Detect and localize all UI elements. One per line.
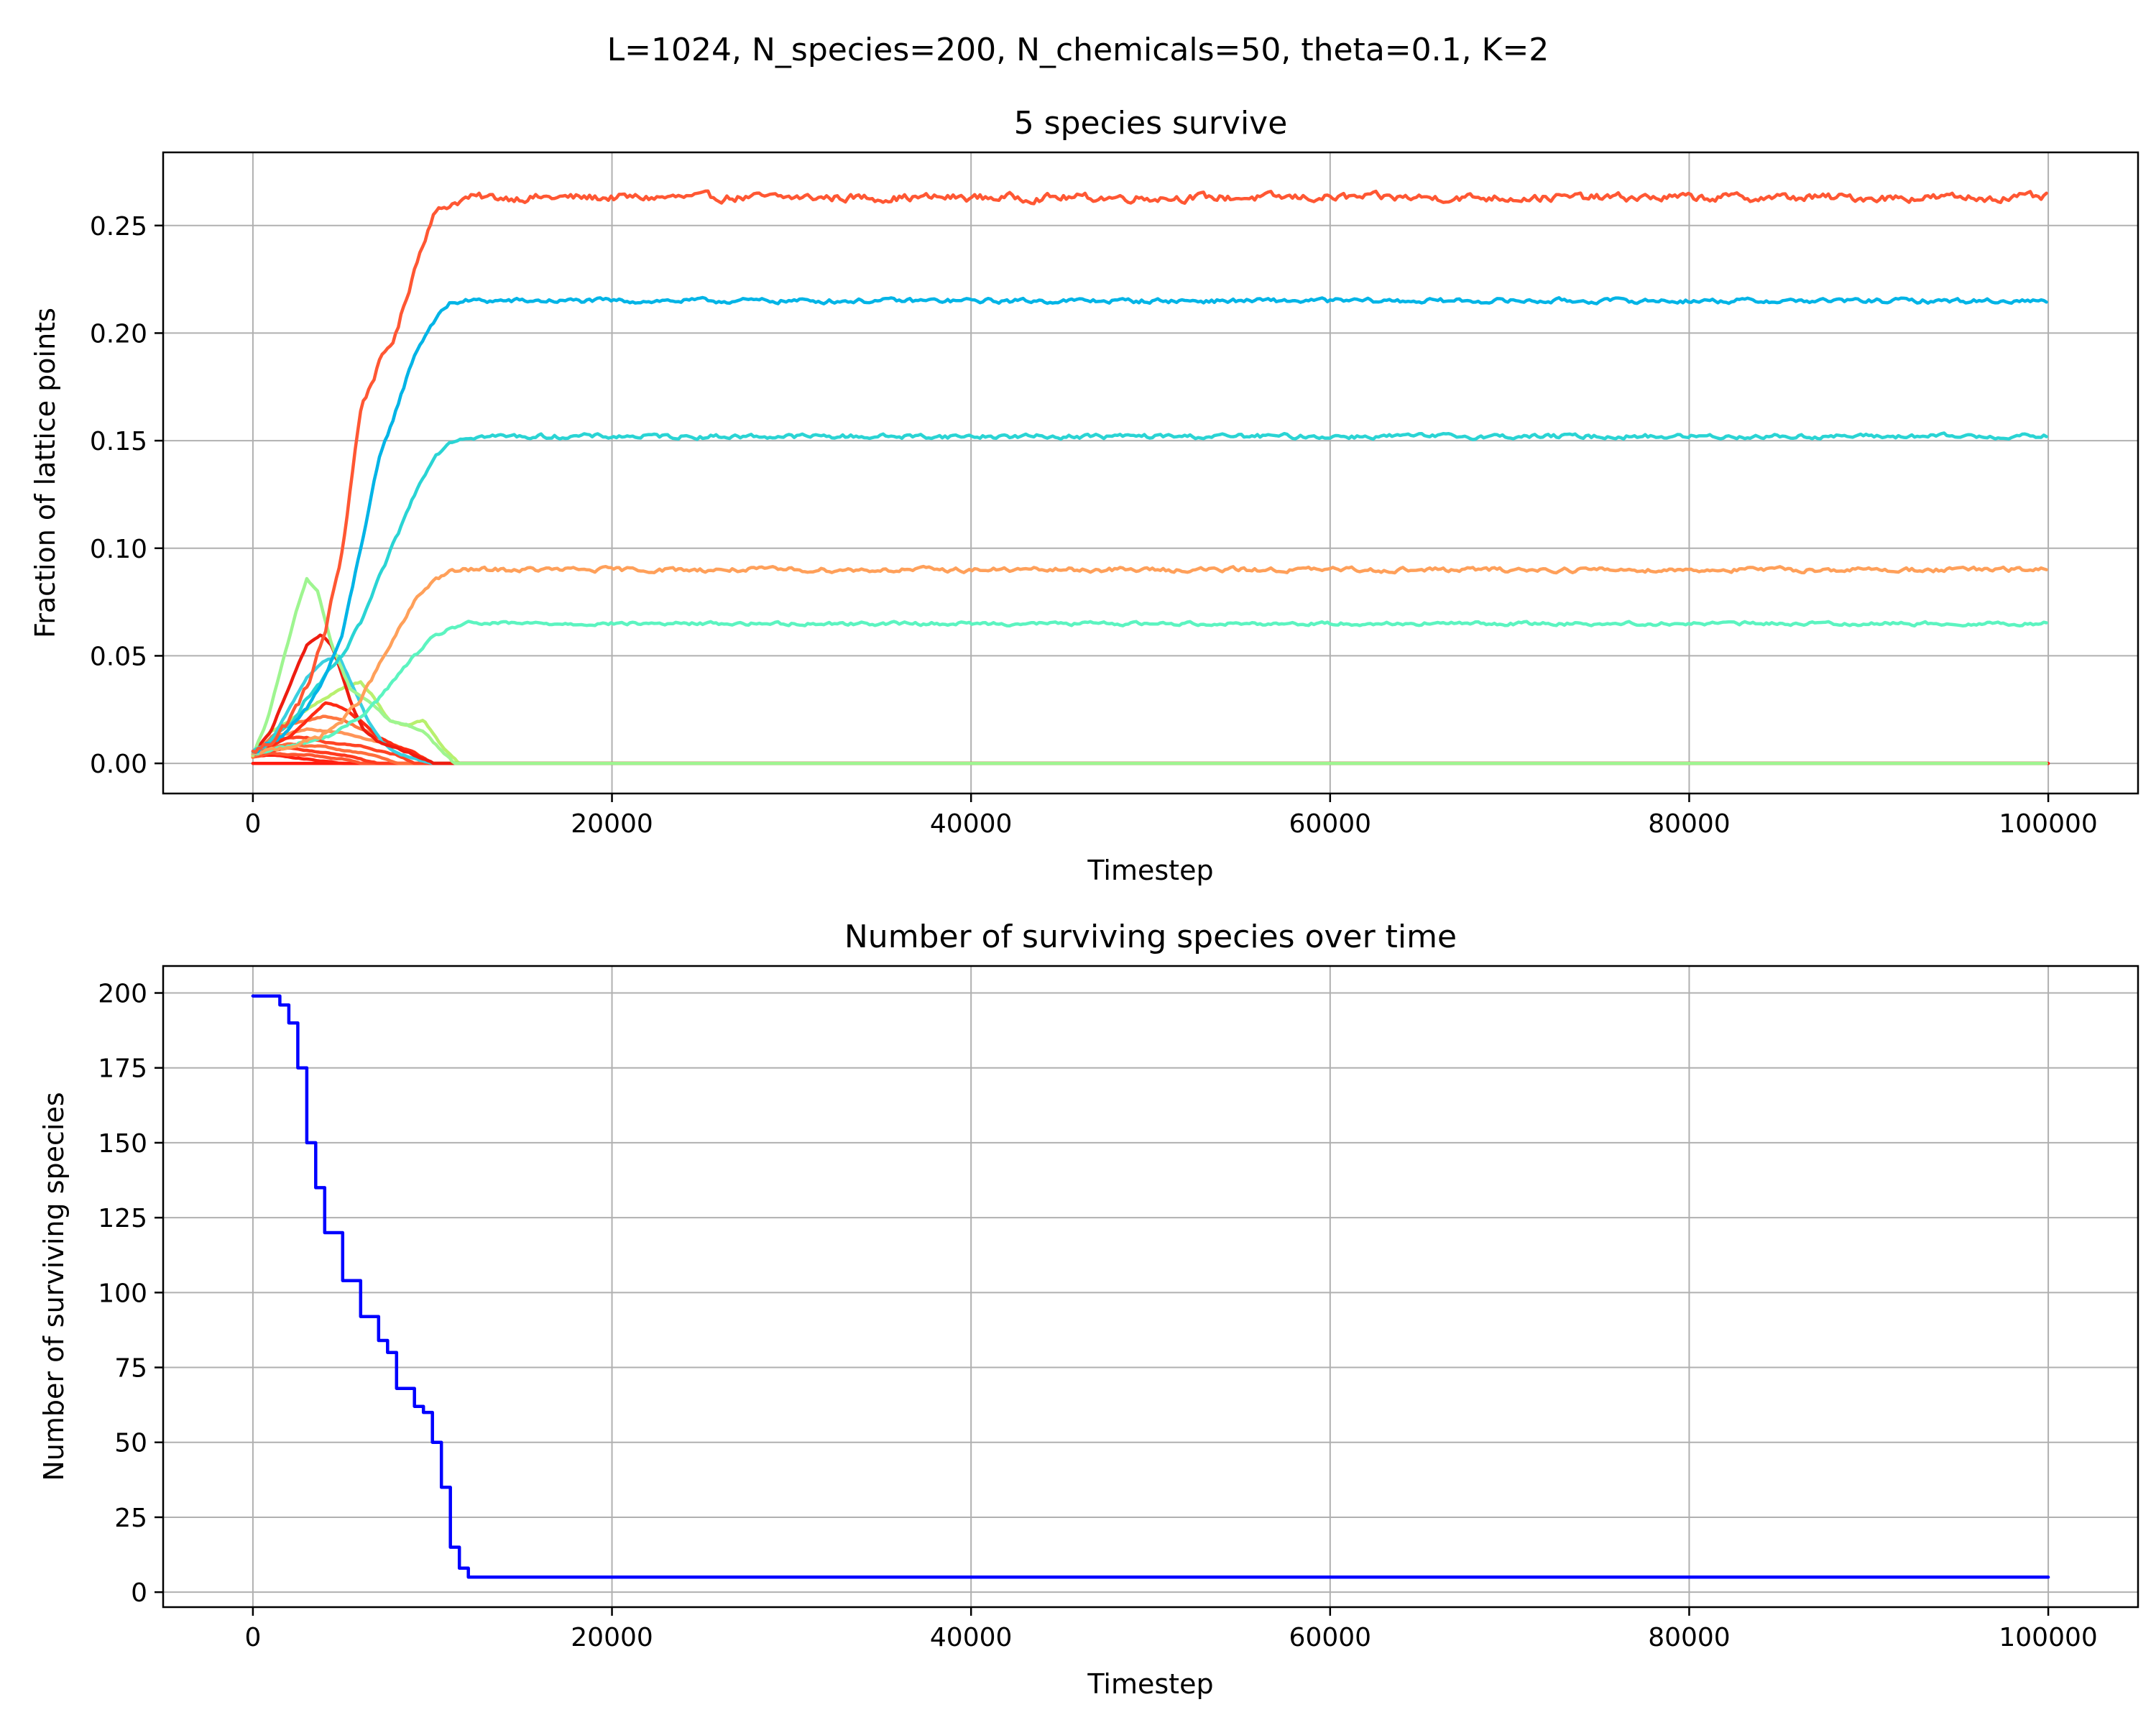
bottom-panel-y-tick-label: 0 (131, 1578, 147, 1608)
bottom-panel-x-tick-label: 60000 (1289, 1623, 1372, 1652)
top-panel-series (251, 189, 2050, 765)
bottom-panel-y-axis-label: Number of surviving species (38, 1092, 70, 1481)
bottom-panel-y-tick-label: 125 (98, 1204, 147, 1233)
bottom-panel-y-tick-label: 150 (98, 1129, 147, 1159)
bottom-panel-y-tick-label: 200 (98, 980, 147, 1009)
top-panel-series-line-3 (251, 564, 2048, 755)
top-panel-x-tick-label: 60000 (1289, 809, 1372, 839)
top-panel-series-line-2 (251, 431, 2048, 753)
bottom-panel-y-tick-label: 50 (114, 1429, 147, 1458)
bottom-panel-series (251, 994, 2050, 1579)
bottom-panel-plot-frame (162, 965, 2139, 1609)
top-panel-fraction-of-lattice-points: 5 species survive 0 20000 40000 60000 80000 1… (29, 105, 2139, 886)
bottom-panel-x-ticks: 0 20000 40000 60000 80000 100000 (244, 1607, 2098, 1652)
top-panel-plot-frame (162, 151, 2139, 795)
bottom-panel-surviving-species: Number of surviving species over time 0 2… (38, 919, 2139, 1700)
top-panel-x-axis-label: Timestep (1087, 855, 1213, 886)
top-panel-y-tick-label: 0.15 (90, 427, 147, 456)
top-panel-x-tick-label: 20000 (571, 809, 653, 839)
top-panel-y-tick-label: 0.20 (90, 319, 147, 349)
top-panel-y-ticks: 0.00 0.05 0.10 0.15 0.20 0.25 (90, 212, 163, 779)
bottom-panel-series-line-0 (251, 994, 2050, 1579)
bottom-panel-y-tick-label: 75 (114, 1354, 147, 1384)
top-panel-series-line-0 (251, 189, 2048, 754)
top-panel-x-ticks: 0 20000 40000 60000 80000 100000 (244, 794, 2098, 839)
top-panel-y-axis-label: Fraction of lattice points (29, 308, 61, 638)
bottom-panel-x-tick-label: 40000 (930, 1623, 1013, 1652)
bottom-panel-x-tick-label: 80000 (1648, 1623, 1731, 1652)
top-panel-x-tick-label: 40000 (930, 809, 1013, 839)
top-panel-series-line-5 (251, 576, 2048, 765)
top-panel-series-line-4 (251, 620, 2048, 756)
top-panel-y-tick-label: 0.00 (90, 750, 147, 779)
figure-suptitle: L=1024, N_species=200, N_chemicals=50, t… (607, 32, 1549, 68)
bottom-panel-x-axis-label: Timestep (1087, 1668, 1213, 1700)
top-panel-y-tick-label: 0.10 (90, 535, 147, 564)
bottom-panel-x-tick-label: 20000 (571, 1623, 653, 1652)
bottom-panel-y-tick-label: 175 (98, 1054, 147, 1084)
bottom-panel-title: Number of surviving species over time (844, 919, 1457, 955)
bottom-panel-grid (163, 966, 2138, 1607)
bottom-panel-y-tick-label: 25 (114, 1504, 147, 1533)
top-panel-y-tick-label: 0.05 (90, 642, 147, 671)
bottom-panel-x-tick-label: 0 (244, 1623, 261, 1652)
top-panel-x-tick-label: 100000 (1999, 809, 2097, 839)
top-panel-x-tick-label: 80000 (1648, 809, 1731, 839)
top-panel-title: 5 species survive (1014, 105, 1288, 142)
bottom-panel-x-tick-label: 100000 (1999, 1623, 2097, 1652)
top-panel-series-line-1 (251, 295, 2048, 755)
bottom-panel-y-tick-label: 100 (98, 1279, 147, 1308)
top-panel-y-tick-label: 0.25 (90, 212, 147, 242)
top-panel-x-tick-label: 0 (244, 809, 261, 839)
bottom-panel-y-ticks: 0 25 50 75 100 125 150 175 200 (98, 980, 163, 1608)
